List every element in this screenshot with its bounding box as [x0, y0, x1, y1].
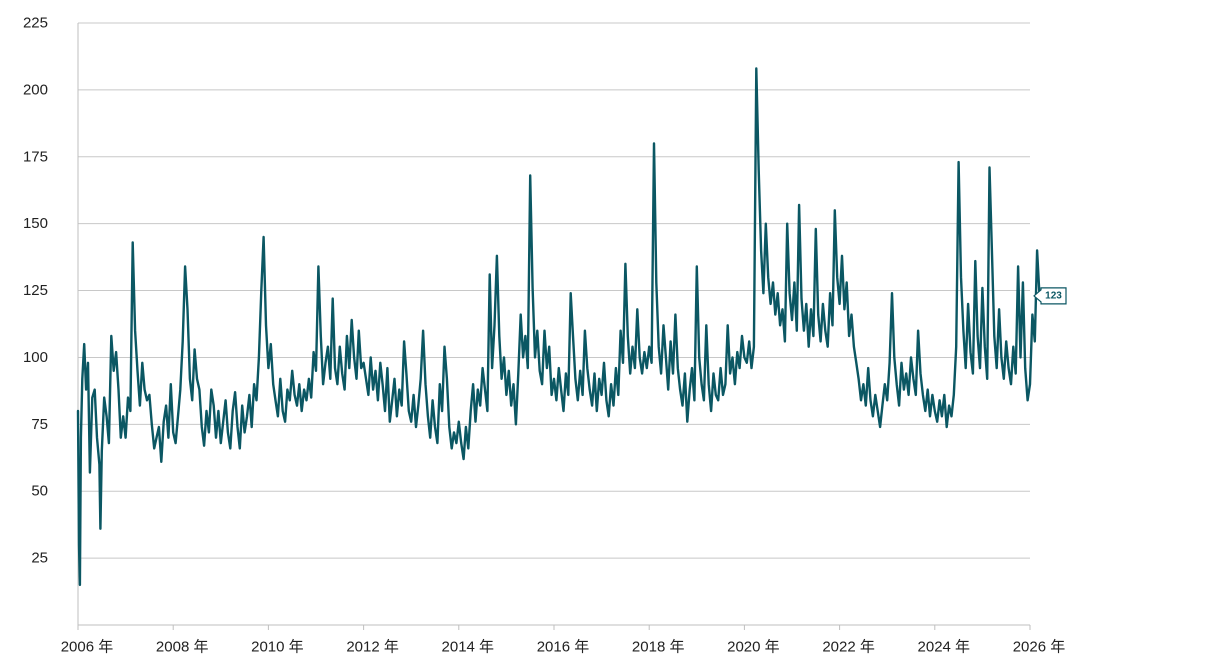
series-line — [76, 67, 1041, 587]
y-tick-label: 150 — [23, 215, 48, 232]
x-tick-label: 2012 年 — [346, 639, 399, 656]
y-tick-label: 175 — [23, 148, 48, 165]
y-tick-label: 125 — [23, 282, 48, 299]
last-value-callout-box — [1033, 287, 1067, 305]
x-tick-label: 2026 年 — [1013, 639, 1066, 656]
x-tick-label: 2020 年 — [727, 639, 780, 656]
y-tick-label: 225 — [23, 15, 48, 32]
x-tick-label: 2022 年 — [822, 639, 875, 656]
y-axis: 25 50 75 100 125 150 175 200 225 — [23, 15, 79, 625]
gridlines — [78, 22, 1030, 559]
x-axis: 2006 年 2008 年 2010 年 2012 年 2014 年 2016 年 2018… — [61, 624, 1066, 656]
y-tick-label: 50 — [31, 483, 48, 500]
x-tick-label: 2018 年 — [632, 639, 685, 656]
x-tick-label: 2010 年 — [251, 639, 304, 656]
x-tick-label: 2008 年 — [156, 639, 209, 656]
last-value-callout: 123 — [1033, 287, 1067, 305]
y-tick-label: 25 — [31, 550, 48, 567]
y-tick-label: 100 — [23, 349, 48, 366]
x-tick-label: 2016 年 — [537, 639, 590, 656]
x-tick-label: 2024 年 — [918, 639, 971, 656]
x-tick-label: 2014 年 — [442, 639, 495, 656]
y-tick-label: 200 — [23, 81, 48, 98]
x-tick-label: 2006 年 — [61, 639, 114, 656]
series-group — [76, 67, 1041, 587]
y-tick-label: 75 — [31, 416, 48, 433]
last-value-label: 123 — [1045, 290, 1062, 301]
